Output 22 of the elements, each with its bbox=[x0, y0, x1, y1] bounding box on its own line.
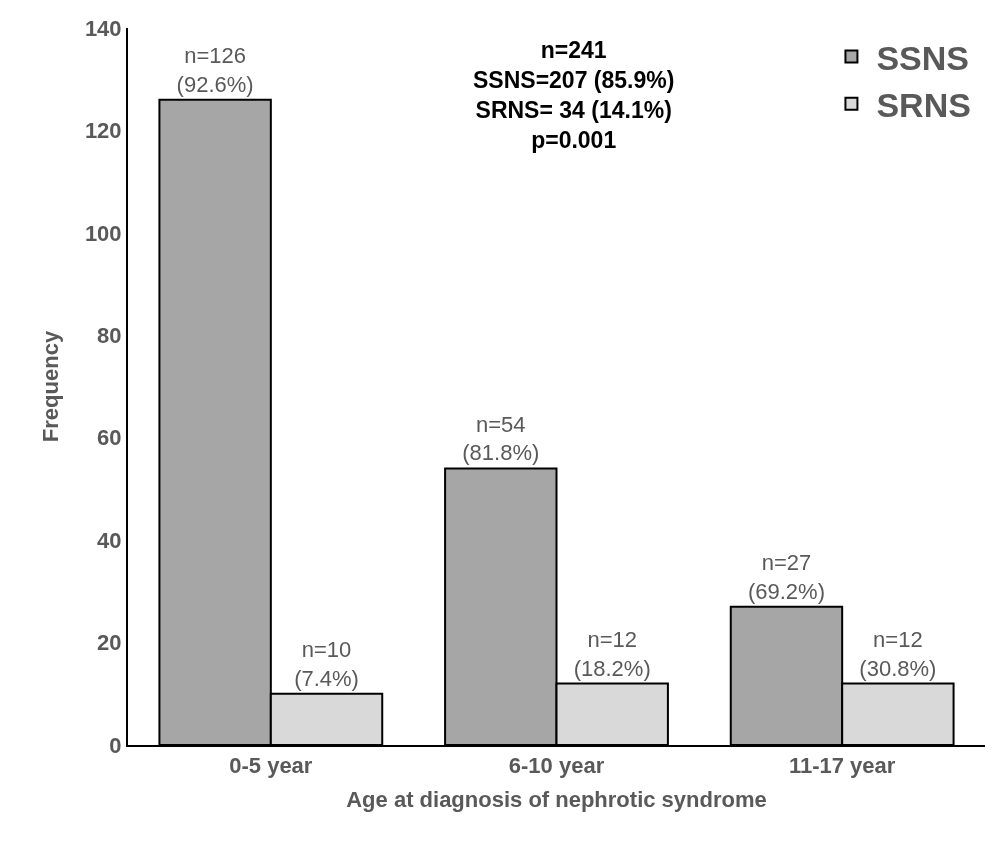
y-tick-label: 0 bbox=[109, 732, 122, 758]
x-tick-label: 6-10 year bbox=[508, 753, 605, 779]
y-tick-label: 20 bbox=[97, 630, 122, 656]
data-label: n=126 (92.6%) bbox=[176, 43, 254, 97]
annotation: n=241 SSNS=207 (85.9%) SRNS= 34 (14.1%) p=0.001 bbox=[473, 37, 675, 153]
data-label: n=12 (30.8%) bbox=[859, 626, 937, 681]
x-axis-title: Age at diagnosis of nephrotic syndrome bbox=[346, 786, 767, 812]
legend-label: SRNS bbox=[876, 86, 971, 125]
legend-label: SSNS bbox=[876, 38, 970, 77]
y-tick-label: 40 bbox=[97, 527, 122, 553]
data-label: n=54 (81.8%) bbox=[462, 411, 540, 466]
data-label: n=10 (7.4%) bbox=[294, 637, 359, 691]
y-tick-label: 60 bbox=[97, 425, 122, 451]
data-label: n=27 (69.2%) bbox=[747, 550, 825, 604]
y-tick-label: 80 bbox=[97, 322, 122, 348]
x-tick-label: 11-17 year bbox=[788, 753, 896, 779]
y-tick-label: 140 bbox=[84, 15, 122, 41]
x-tick-label: 0-5 year bbox=[229, 753, 313, 779]
y-axis-title: Frequency bbox=[38, 330, 64, 443]
y-tick-label: 120 bbox=[84, 118, 122, 144]
data-label: n=12 (18.2%) bbox=[573, 626, 651, 681]
y-tick-label: 100 bbox=[84, 220, 122, 246]
